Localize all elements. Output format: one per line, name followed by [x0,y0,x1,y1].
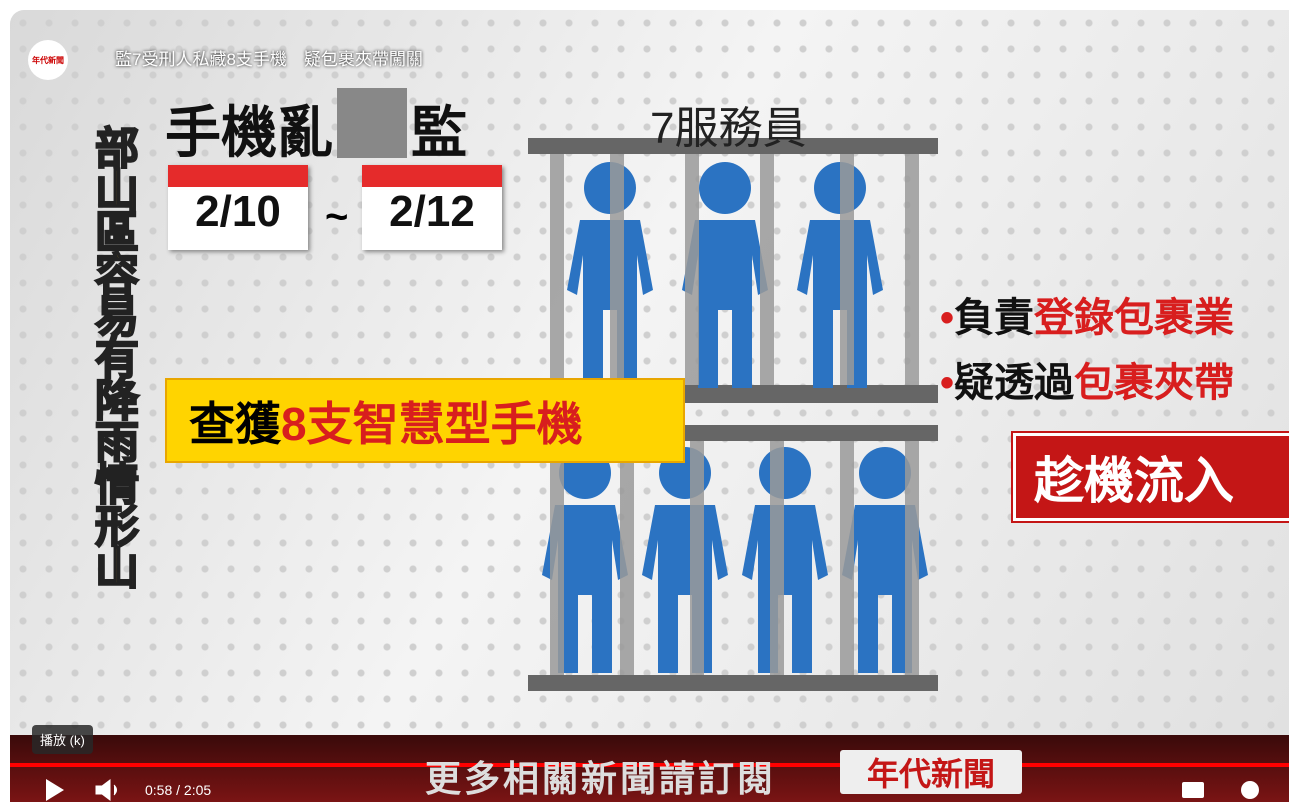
calendar: 2/12 [362,165,502,250]
figure [642,447,728,673]
page: 年代新聞 監7受刑人私藏8支手機 疑包裹夾帶闖關 手機亂監 2/10 ~ 2/1… [0,0,1289,802]
seized-prefix: 查獲 [189,388,281,454]
volume-button[interactable] [96,780,117,800]
seized-highlight: 8支智慧型手機 [281,388,583,454]
caption-label: 7服務員 [650,92,806,156]
right-controls [1180,778,1280,802]
bullet: •負責登錄包裹業 [940,285,1234,343]
bullet-highlight: 包裹夾帶 [1074,361,1234,405]
bullet-highlight: 登錄包裹業 [1034,296,1234,340]
headline: 手機亂監 [165,88,467,169]
banner-brand: 年代新聞 [840,750,1022,794]
bullet-prefix: 負責 [954,296,1034,340]
time-display: 0:58 / 2:05 [145,782,211,798]
subtitles-button[interactable] [1182,782,1204,798]
bullet: •疑透過包裹夾帶 [940,350,1234,408]
headline-text: 手機亂 [165,88,333,169]
bullet-prefix: 疑透過 [954,361,1074,405]
vertical-ticker: 部山區容易有降雨情形山 [80,125,144,587]
callout: 趁機流入 [1013,433,1289,521]
play-button[interactable] [46,779,64,801]
banner-text: 更多相關新聞請訂閱 [425,750,776,802]
channel-logo[interactable]: 年代新聞 [28,40,68,80]
bar [528,675,938,691]
headline-text: 監 [411,88,467,169]
controls [40,775,140,802]
date-separator: ~ [325,195,348,240]
figure [742,447,828,673]
date: 2/10 [168,187,308,237]
video-title[interactable]: 監7受刑人私藏8支手機 疑包裹夾帶闖關 [115,45,423,70]
blur [337,88,407,158]
tooltip: 播放 (k) [32,725,93,754]
calendar: 2/10 [168,165,308,250]
date: 2/12 [362,187,502,237]
video-player[interactable]: 年代新聞 監7受刑人私藏8支手機 疑包裹夾帶闖關 手機亂監 2/10 ~ 2/1… [10,10,1289,802]
settings-button[interactable] [1241,781,1259,799]
